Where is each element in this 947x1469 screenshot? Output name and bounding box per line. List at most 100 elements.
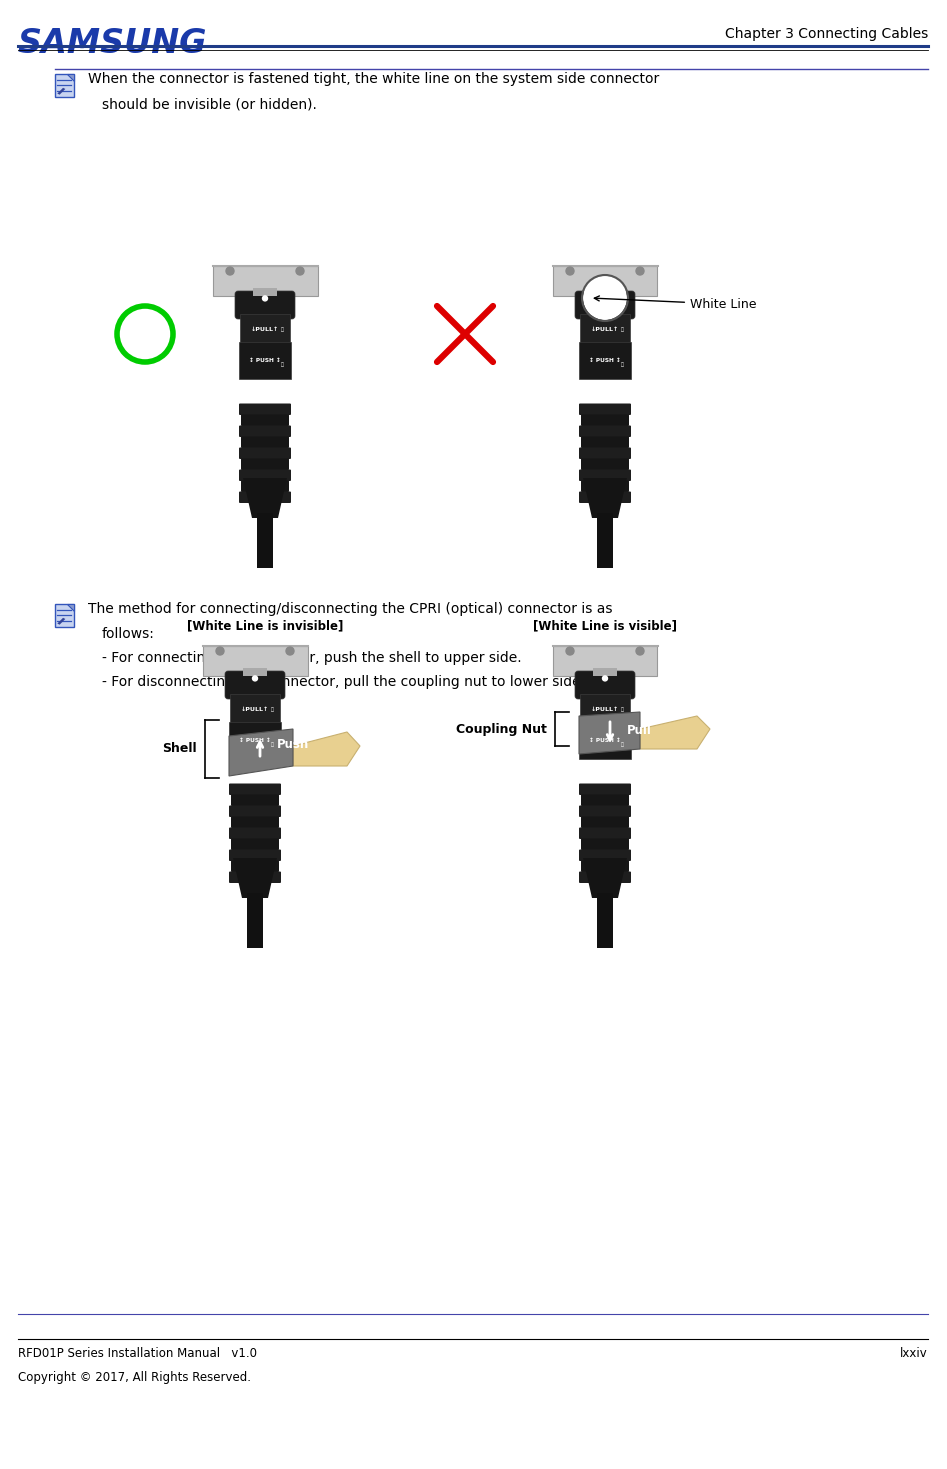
Text: 🔒: 🔒 [271, 742, 274, 746]
FancyBboxPatch shape [239, 448, 291, 458]
FancyBboxPatch shape [240, 314, 290, 344]
FancyBboxPatch shape [581, 839, 629, 851]
FancyBboxPatch shape [579, 404, 631, 416]
Circle shape [636, 646, 644, 655]
Text: follows:: follows: [102, 627, 155, 640]
FancyBboxPatch shape [239, 404, 291, 416]
Polygon shape [640, 715, 710, 749]
Polygon shape [583, 858, 627, 898]
FancyBboxPatch shape [552, 646, 657, 676]
Text: ↓PULL↑: ↓PULL↑ [591, 707, 619, 711]
Text: 🔒: 🔒 [620, 361, 623, 367]
FancyBboxPatch shape [581, 861, 629, 873]
FancyBboxPatch shape [579, 470, 631, 480]
Polygon shape [579, 712, 640, 754]
Text: ↓PULL↑: ↓PULL↑ [241, 707, 269, 711]
FancyBboxPatch shape [593, 288, 617, 295]
FancyBboxPatch shape [225, 671, 285, 699]
Text: 🔒: 🔒 [271, 707, 274, 711]
Text: should be invisible (or hidden).: should be invisible (or hidden). [102, 97, 317, 112]
Text: ↕ PUSH ↕: ↕ PUSH ↕ [589, 358, 621, 363]
Text: 🔒: 🔒 [620, 742, 623, 746]
FancyBboxPatch shape [579, 849, 631, 861]
FancyBboxPatch shape [229, 827, 281, 839]
Circle shape [602, 295, 607, 301]
FancyBboxPatch shape [257, 513, 273, 569]
FancyBboxPatch shape [579, 805, 631, 817]
Text: Pull: Pull [627, 724, 652, 736]
Text: RFD01P Series Installation Manual   v1.0: RFD01P Series Installation Manual v1.0 [18, 1347, 257, 1360]
Circle shape [636, 267, 644, 275]
Polygon shape [58, 88, 65, 94]
Text: 🔒: 🔒 [620, 707, 623, 711]
FancyBboxPatch shape [581, 414, 629, 426]
FancyBboxPatch shape [575, 291, 635, 319]
Polygon shape [233, 858, 277, 898]
Polygon shape [67, 604, 74, 611]
Text: White Line: White Line [595, 295, 757, 310]
FancyBboxPatch shape [235, 291, 295, 319]
Polygon shape [293, 732, 360, 765]
FancyBboxPatch shape [579, 492, 631, 502]
FancyBboxPatch shape [579, 871, 631, 883]
FancyBboxPatch shape [241, 414, 289, 426]
Circle shape [262, 295, 267, 301]
FancyBboxPatch shape [231, 861, 279, 873]
FancyBboxPatch shape [581, 817, 629, 829]
Text: - For disconnecting the connector, pull the coupling nut to lower side.: - For disconnecting the connector, pull … [102, 674, 585, 689]
Text: ↓PULL↑: ↓PULL↑ [251, 326, 279, 332]
FancyBboxPatch shape [239, 426, 291, 436]
FancyBboxPatch shape [241, 480, 289, 492]
FancyBboxPatch shape [229, 849, 281, 861]
FancyBboxPatch shape [597, 893, 613, 948]
FancyBboxPatch shape [579, 827, 631, 839]
FancyBboxPatch shape [229, 783, 281, 795]
FancyBboxPatch shape [247, 893, 263, 948]
Text: Push: Push [277, 737, 310, 751]
FancyBboxPatch shape [203, 646, 308, 676]
Text: 🔒: 🔒 [280, 326, 283, 332]
FancyBboxPatch shape [231, 795, 279, 806]
FancyBboxPatch shape [579, 783, 631, 795]
FancyBboxPatch shape [581, 436, 629, 448]
Text: The method for connecting/disconnecting the CPRI (optical) connector is as: The method for connecting/disconnecting … [88, 602, 613, 616]
FancyBboxPatch shape [239, 492, 291, 502]
FancyBboxPatch shape [241, 436, 289, 448]
FancyBboxPatch shape [575, 671, 635, 699]
Text: [White Line is visible]: [White Line is visible] [533, 618, 677, 632]
Circle shape [253, 676, 258, 682]
Text: When the connector is fastened tight, the white line on the system side connecto: When the connector is fastened tight, th… [88, 72, 659, 87]
FancyBboxPatch shape [229, 721, 281, 759]
Text: lxxiv: lxxiv [901, 1347, 928, 1360]
FancyBboxPatch shape [253, 288, 277, 295]
Text: Shell: Shell [162, 742, 197, 755]
Text: 🔒: 🔒 [280, 361, 283, 367]
Text: ↕ PUSH ↕: ↕ PUSH ↕ [589, 737, 621, 743]
Text: ↓PULL↑: ↓PULL↑ [591, 326, 619, 332]
FancyBboxPatch shape [229, 871, 281, 883]
Circle shape [566, 646, 574, 655]
Polygon shape [583, 477, 627, 519]
Text: Chapter 3 Connecting Cables: Chapter 3 Connecting Cables [724, 26, 928, 41]
Text: - For connecting the connector, push the shell to upper side.: - For connecting the connector, push the… [102, 651, 522, 665]
FancyBboxPatch shape [593, 668, 617, 676]
FancyBboxPatch shape [579, 721, 631, 759]
Circle shape [583, 276, 627, 320]
FancyBboxPatch shape [581, 458, 629, 470]
Circle shape [216, 646, 224, 655]
Text: Coupling Nut: Coupling Nut [456, 723, 547, 736]
Text: SAMSUNG: SAMSUNG [18, 26, 207, 60]
Polygon shape [67, 73, 74, 81]
FancyBboxPatch shape [239, 470, 291, 480]
Circle shape [286, 646, 294, 655]
Polygon shape [243, 477, 287, 519]
FancyBboxPatch shape [229, 805, 281, 817]
Circle shape [566, 267, 574, 275]
Text: ↕ PUSH ↕: ↕ PUSH ↕ [240, 737, 271, 743]
Text: 🔒: 🔒 [620, 326, 623, 332]
Text: Copyright © 2017, All Rights Reserved.: Copyright © 2017, All Rights Reserved. [18, 1371, 251, 1384]
FancyBboxPatch shape [579, 448, 631, 458]
Text: ↕ PUSH ↕: ↕ PUSH ↕ [249, 358, 281, 363]
FancyBboxPatch shape [243, 668, 267, 676]
FancyBboxPatch shape [580, 314, 630, 344]
